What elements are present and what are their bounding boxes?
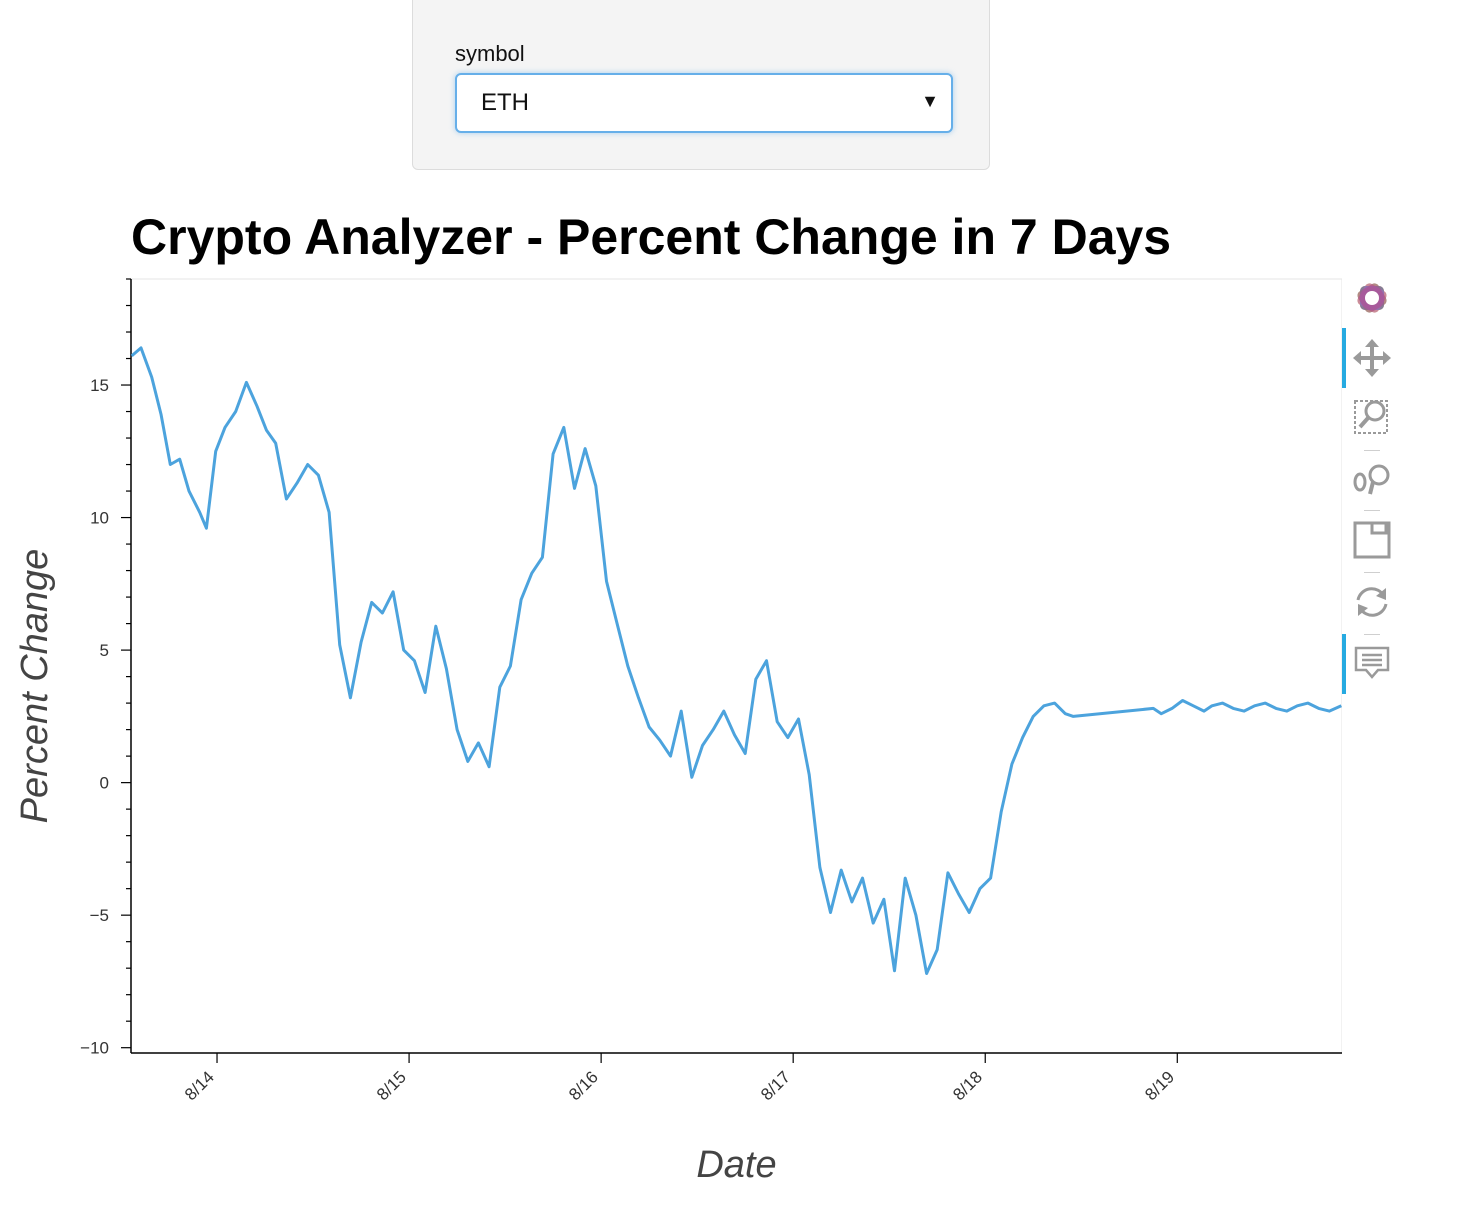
y-tick-label: 10 (90, 509, 109, 528)
y-tick-label: 0 (100, 774, 109, 793)
hover-icon[interactable] (1352, 644, 1392, 684)
bokeh-logo-icon[interactable] (1352, 278, 1392, 318)
toolbar-separator (1364, 572, 1380, 573)
line-chart[interactable]: −10 −5 0 5 10 15 8/14 8/15 8/16 8/17 8/18 8/19 Dat… (0, 0, 1342, 1212)
pan-icon[interactable] (1352, 338, 1392, 378)
x-tick-label: 8/15 (373, 1067, 410, 1104)
reset-icon[interactable] (1352, 582, 1392, 622)
x-axis-label: Date (696, 1144, 776, 1186)
plot-area (130, 278, 1342, 1054)
caret-down-icon: ▼ (921, 91, 939, 111)
box-zoom-icon[interactable] (1352, 396, 1392, 436)
wheel-zoom-icon[interactable] (1352, 458, 1392, 498)
chart-toolbar (1342, 272, 1402, 702)
save-icon[interactable] (1352, 520, 1392, 560)
series-line[interactable] (131, 346, 1342, 975)
x-tick-label: 8/19 (1141, 1067, 1178, 1104)
y-tick-label: 5 (100, 641, 109, 660)
symbol-select-label: symbol (455, 41, 525, 66)
pan-active-indicator (1342, 328, 1346, 388)
y-tick-label: 15 (90, 376, 109, 395)
x-tick-label: 8/18 (949, 1067, 986, 1104)
toolbar-separator (1364, 450, 1380, 451)
x-tick-label: 8/16 (565, 1067, 602, 1104)
x-tick-label: 8/14 (181, 1067, 218, 1104)
symbol-select[interactable]: ETH ▼ (455, 73, 953, 133)
hover-active-indicator (1342, 634, 1346, 694)
y-tick-label: −10 (80, 1039, 109, 1058)
symbol-select-value: ETH (481, 89, 529, 116)
toolbar-separator (1364, 634, 1380, 635)
y-tick-label: −5 (90, 906, 109, 925)
chart-title: Crypto Analyzer - Percent Change in 7 Da… (131, 209, 1172, 265)
x-tick-label: 8/17 (757, 1067, 794, 1104)
y-axis-label: Percent Change (14, 549, 56, 824)
widget-panel: symbol ETH ▼ (412, 0, 990, 170)
toolbar-separator (1364, 510, 1380, 511)
